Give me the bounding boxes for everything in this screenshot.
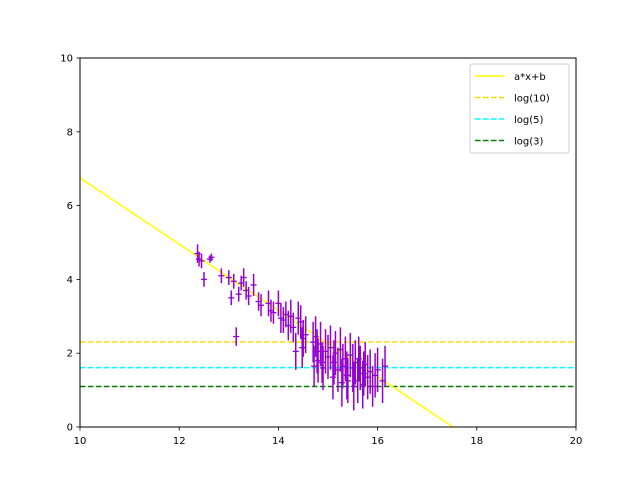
data-point-30 (292, 332, 299, 370)
data-point-59 (350, 362, 357, 411)
data-point-37 (311, 345, 318, 387)
fit-line (80, 177, 454, 427)
y-tick-label-5: 8 (67, 127, 73, 138)
data-point-39 (314, 329, 321, 374)
data-point-22 (270, 301, 277, 324)
data-point-55 (343, 351, 350, 400)
y-tick-label-6: 10 (60, 54, 73, 65)
data-point-7 (218, 268, 225, 284)
data-point-3 (198, 253, 205, 269)
legend-label-2: log(10) (514, 94, 550, 105)
data-point-35 (302, 316, 309, 354)
data-point-29 (290, 312, 297, 343)
data-point-12 (235, 286, 242, 302)
data-point-17 (250, 273, 257, 297)
data-point-14 (240, 268, 247, 287)
plot-frame (79, 57, 577, 428)
x-tick-label-4: 16 (371, 436, 384, 447)
y-tick-label-3: 4 (67, 275, 73, 286)
x-tick-label-2: 12 (173, 436, 186, 447)
y-tick-label-2: 2 (67, 349, 73, 360)
data-point-6 (208, 253, 215, 261)
x-tick-label-1: 10 (74, 436, 87, 447)
legend-label-3: log(5) (514, 115, 544, 126)
legend-label-4: log(3) (514, 137, 544, 148)
y-axis: 0 2 4 6 8 10 (60, 54, 80, 434)
data-point-9 (228, 290, 235, 306)
data-point-46 (327, 325, 334, 370)
data-point-42 (319, 342, 326, 383)
data-point-8 (225, 270, 232, 285)
data-point-10 (230, 273, 237, 289)
legend-label-1: a*x+b (514, 72, 546, 83)
x-tick-label-6: 20 (570, 436, 583, 447)
y-tick-label-1: 0 (67, 423, 73, 434)
data-point-19 (258, 294, 265, 317)
x-axis: 10 12 14 16 18 20 (74, 427, 583, 447)
data-point-16 (245, 286, 252, 306)
x-tick-label-3: 14 (272, 436, 285, 447)
data-point-71 (374, 347, 381, 392)
x-tick-label-5: 18 (470, 436, 483, 447)
data-point-11 (233, 327, 240, 346)
data-point-33 (299, 327, 306, 368)
data-point-73 (382, 345, 389, 387)
data-point-56 (344, 358, 351, 404)
legend: a*x+b log(10) log(5) log(3) (469, 63, 570, 154)
legend-box (469, 63, 570, 154)
data-point-4 (201, 272, 207, 287)
y-tick-label-4: 6 (67, 201, 73, 212)
